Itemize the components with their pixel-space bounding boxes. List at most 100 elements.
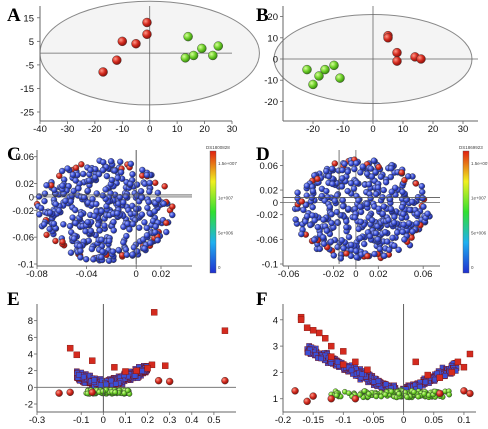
blue-splot-square: [383, 381, 389, 387]
red-splot-square: [89, 357, 96, 364]
blue-loading-point: [138, 194, 146, 201]
x-tick-label: 0.06: [414, 269, 433, 280]
red-splot-point: [291, 387, 299, 395]
red-splot-square: [460, 363, 468, 371]
blue-loading-point: [339, 197, 346, 204]
x-tick-label: 0.3: [163, 415, 176, 426]
blue-loading-point: [105, 257, 113, 264]
blue-loading-point: [84, 187, 92, 194]
y-tick-label: -5: [26, 60, 34, 71]
colorbar-label: 1e+007: [471, 196, 487, 201]
blue-loading-point: [169, 211, 176, 219]
blue-splot-square: [131, 373, 138, 379]
blue-loading-point: [380, 186, 387, 194]
blue-loading-point: [154, 237, 161, 244]
blue-loading-point: [331, 197, 339, 204]
blue-loading-point: [372, 230, 380, 237]
y-tick-label: -20: [264, 97, 278, 108]
panel-letter: B: [256, 5, 269, 26]
blue-loading-point: [82, 228, 89, 235]
green-splot-point: [415, 393, 422, 400]
blue-loading-point: [127, 160, 135, 168]
green-splot-point: [404, 394, 410, 400]
blue-loading-point: [106, 237, 113, 245]
x-tick-label: 0.1: [119, 415, 132, 426]
green-splot-point: [396, 391, 402, 397]
blue-loading-point: [382, 228, 389, 236]
y-tick-label: 20: [267, 12, 278, 23]
blue-loading-point: [93, 190, 100, 197]
blue-loading-point: [400, 210, 407, 218]
blue-loading-point: [367, 165, 375, 172]
y-tick-label: 4: [273, 315, 278, 326]
y-tick-label: 0: [29, 192, 34, 203]
red-loading-point: [59, 238, 66, 245]
blue-loading-point: [338, 183, 346, 190]
x-tick-label: 0.05: [425, 415, 444, 426]
blue-loading-point: [90, 256, 97, 263]
red-loading-point: [364, 252, 371, 260]
blue-loading-point: [152, 228, 159, 236]
blue-loading-point: [147, 239, 154, 247]
blue-loading-point: [69, 171, 77, 178]
colorbar-label: 0: [471, 265, 474, 270]
blue-loading-point: [371, 250, 378, 258]
blue-loading-point: [91, 212, 98, 220]
blue-loading-point: [145, 198, 152, 206]
x-tick-label: -0.04: [76, 269, 98, 280]
x-tick-label: -0.02: [323, 269, 345, 280]
blue-loading-point: [138, 211, 146, 218]
blue-loading-point: [101, 222, 108, 229]
blue-loading-point: [353, 160, 360, 167]
blue-loading-point: [344, 187, 351, 195]
blue-loading-point: [123, 232, 130, 240]
blue-loading-point: [359, 163, 366, 170]
panel-c: -0.08 -0.04 0 0.02 0.06 0.02 0 -0.02 -0.06 -0.1 C D…: [7, 144, 237, 280]
y-tick-label: -0.02: [12, 206, 34, 217]
blue-loading-point: [114, 174, 121, 182]
red-splot-square: [436, 374, 444, 381]
blue-loading-point: [114, 210, 121, 217]
blue-loading-point: [115, 246, 122, 254]
blue-loading-point: [84, 218, 91, 226]
blue-loading-point: [307, 221, 314, 229]
y-tick-label: 0.02: [260, 186, 279, 197]
blue-loading-point: [361, 240, 368, 248]
red-splot-square: [148, 361, 156, 369]
blue-loading-point: [357, 208, 365, 216]
x-tick-label: 0.5: [207, 415, 220, 426]
blue-loading-point: [328, 211, 335, 218]
blue-splot-square: [305, 350, 311, 356]
blue-loading-point: [80, 193, 88, 201]
blue-loading-point: [316, 245, 324, 253]
blue-loading-point: [129, 171, 136, 178]
red-splot-square: [352, 358, 359, 366]
colorbar-label: 1.5e+007: [471, 161, 488, 166]
y-tick-label: 8: [28, 316, 33, 327]
blue-loading-point: [151, 208, 158, 215]
x-tick-label: 0: [370, 124, 375, 135]
blue-loading-point: [406, 206, 414, 214]
red-splot-square: [315, 329, 323, 337]
blue-splot-square: [432, 376, 438, 383]
colorbar-label: 5e+006: [218, 230, 234, 235]
y-tick-label: -0.02: [256, 210, 278, 221]
red-loading-point: [78, 161, 85, 168]
blue-loading-point: [419, 194, 426, 202]
red-splot-square: [122, 368, 129, 375]
blue-splot-square: [417, 383, 423, 390]
blue-loading-point: [51, 186, 58, 194]
red-score-point: [392, 56, 402, 66]
red-loading-point: [43, 231, 50, 239]
blue-loading-point: [357, 218, 365, 226]
blue-loading-point: [98, 236, 105, 243]
red-loading-point: [163, 219, 170, 227]
blue-loading-point: [357, 234, 364, 242]
red-splot-point: [88, 388, 96, 397]
blue-loading-point: [292, 216, 299, 223]
y-tick-label: -0.1: [262, 260, 278, 271]
red-score-point: [98, 67, 108, 77]
blue-loading-point: [387, 205, 395, 213]
x-tick-label: -0.2: [275, 415, 291, 426]
x-tick-label: 0: [353, 269, 358, 280]
